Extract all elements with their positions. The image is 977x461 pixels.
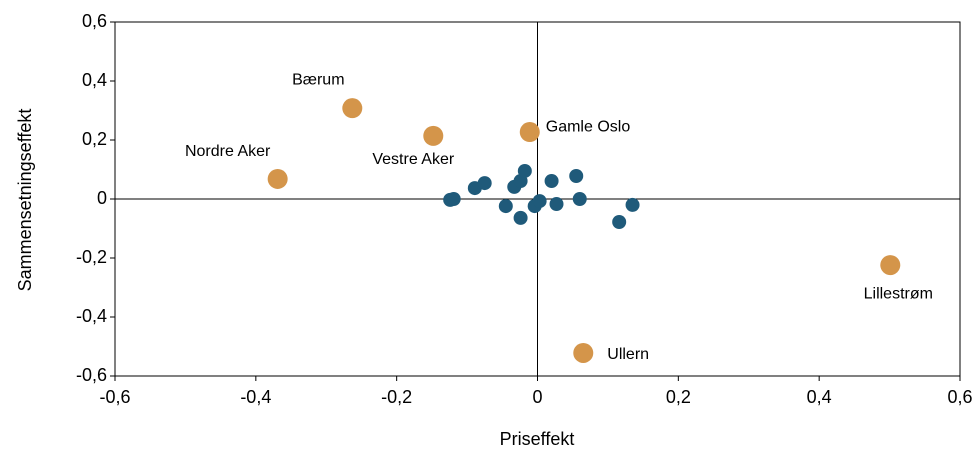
- point: [549, 197, 564, 212]
- x-axis-label: Priseffekt: [500, 429, 575, 449]
- point: [477, 176, 492, 191]
- point: [423, 125, 444, 146]
- point: [573, 342, 594, 363]
- point-label: Vestre Aker: [372, 151, 454, 168]
- x-tick-label: 0,2: [666, 387, 691, 407]
- point: [532, 194, 547, 209]
- point-label: Nordre Aker: [185, 143, 271, 160]
- x-tick-label: -0,2: [381, 387, 412, 407]
- y-tick-label: -0,4: [76, 306, 107, 326]
- point-label: Gamle Oslo: [546, 118, 631, 135]
- point-label: Ullern: [607, 346, 649, 363]
- point: [342, 98, 363, 119]
- point-label: Lillestrøm: [864, 285, 933, 302]
- x-tick-label: 0,4: [807, 387, 832, 407]
- y-axis-label: Sammensetningseffekt: [15, 109, 35, 292]
- y-tick-label: 0,2: [82, 129, 107, 149]
- x-tick-label: -0,4: [240, 387, 271, 407]
- point: [625, 197, 640, 212]
- point: [572, 192, 587, 206]
- point: [498, 199, 513, 214]
- point: [267, 168, 288, 189]
- y-tick-label: 0,6: [82, 11, 107, 31]
- point: [544, 174, 559, 189]
- y-tick-label: -0,2: [76, 247, 107, 267]
- y-tick-label: 0: [97, 188, 107, 208]
- y-tick-label: 0,4: [82, 70, 107, 90]
- point: [519, 122, 540, 143]
- x-tick-label: 0: [532, 387, 542, 407]
- point: [513, 210, 528, 225]
- point: [517, 163, 532, 178]
- y-tick-label: -0,6: [76, 365, 107, 385]
- x-tick-label: -0,6: [99, 387, 130, 407]
- point: [446, 192, 461, 206]
- point: [880, 255, 901, 276]
- point: [612, 215, 627, 230]
- x-tick-label: 0,6: [947, 387, 972, 407]
- point-label: Bærum: [292, 71, 344, 88]
- point: [569, 168, 584, 183]
